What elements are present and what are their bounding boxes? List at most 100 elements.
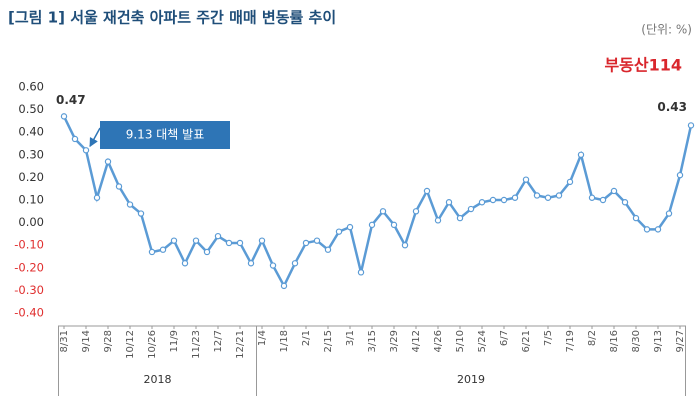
x-tick-label: 3/15: [367, 330, 378, 352]
x-tick-label: 10/26: [147, 330, 158, 359]
data-point: [225, 239, 233, 247]
data-point: [291, 260, 299, 267]
data-label: 0.43: [657, 100, 687, 114]
group-label: 2019: [457, 373, 485, 386]
data-point: [577, 151, 585, 158]
data-point: [434, 217, 442, 224]
annotation-box: [100, 121, 230, 149]
data-point: [126, 201, 134, 208]
data-point: [390, 221, 398, 229]
data-point: [401, 241, 409, 249]
x-tick-label: 2/15: [323, 330, 334, 352]
group-label: 2018: [144, 373, 172, 386]
data-point: [467, 205, 475, 213]
data-label: 0.47: [56, 93, 86, 107]
x-tick-label: 8/30: [631, 330, 642, 352]
x-tick-label: 11/9: [169, 330, 180, 352]
data-line: [62, 115, 693, 289]
unit-label: (단위: %): [641, 23, 692, 37]
x-tick-label: 7/5: [543, 330, 554, 346]
data-point: [687, 122, 695, 129]
x-tick-label: 12/7: [213, 330, 224, 352]
logo: 부동산114: [604, 56, 682, 75]
y-tick-label: -0.20: [14, 260, 44, 274]
data-point: [676, 171, 684, 179]
x-tick-label: 4/26: [433, 330, 444, 352]
x-tick-label: 5/10: [455, 330, 466, 352]
data-point: [181, 260, 189, 267]
data-point: [137, 210, 145, 217]
data-point: [533, 192, 541, 199]
data-point: [335, 228, 343, 235]
data-point: [346, 223, 354, 231]
y-tick-label: -0.40: [14, 306, 44, 320]
data-point: [610, 187, 618, 195]
data-point: [93, 194, 101, 201]
x-tick-label: 2/1: [301, 330, 312, 346]
data-point: [71, 135, 79, 143]
data-point: [236, 239, 244, 247]
data-point: [544, 194, 552, 201]
data-point: [203, 248, 211, 256]
data-point: [511, 194, 519, 201]
data-point: [654, 226, 662, 233]
data-point: [621, 199, 629, 206]
data-point: [368, 221, 376, 229]
data-point: [170, 237, 178, 244]
x-tick-label: 12/21: [235, 330, 246, 359]
y-tick-label: 0.50: [18, 102, 44, 116]
y-tick-label: 0.00: [18, 215, 44, 229]
x-tick-label: 5/24: [477, 330, 488, 352]
x-tick-label: 10/12: [125, 330, 136, 359]
data-point: [379, 208, 387, 215]
y-tick-label: -0.30: [14, 283, 44, 297]
data-point: [423, 187, 431, 195]
x-tick-label: 4/12: [411, 330, 422, 352]
data-point: [159, 246, 167, 253]
y-tick-label: -0.10: [14, 238, 44, 252]
x-tick-label: 9/27: [675, 330, 686, 352]
data-point: [357, 269, 365, 276]
data-point: [632, 214, 640, 222]
x-tick-label: 3/1: [345, 330, 356, 346]
chart-title: [그림 1] 서울 재건축 아파트 주간 매매 변동률 추이: [8, 9, 336, 27]
x-tick-label: 1/4: [257, 330, 268, 346]
data-point: [456, 214, 464, 222]
data-point: [60, 113, 68, 120]
annotation-arrow: [89, 127, 101, 148]
data-point: [489, 196, 497, 204]
data-point: [522, 176, 530, 183]
data-point: [412, 208, 420, 215]
data-point: [269, 262, 277, 269]
data-point: [192, 237, 200, 244]
data-point: [566, 178, 574, 186]
data-point: [104, 158, 112, 165]
data-point: [555, 192, 563, 199]
x-tick-label: 8/2: [587, 330, 598, 346]
data-point: [324, 246, 332, 253]
x-tick-label: 8/31: [59, 330, 70, 352]
data-point: [280, 282, 288, 290]
x-tick-label: 9/13: [653, 330, 664, 352]
data-point: [643, 226, 651, 233]
data-point: [148, 248, 156, 256]
x-tick-label: 6/7: [499, 330, 510, 346]
data-point: [599, 196, 607, 204]
y-tick-label: 0.10: [18, 193, 44, 207]
data-point: [665, 210, 673, 217]
x-tick-label: 3/29: [389, 330, 400, 352]
data-point: [445, 199, 453, 206]
data-point: [247, 260, 255, 267]
x-tick-label: 6/21: [521, 330, 532, 352]
x-tick-label: 11/23: [191, 330, 202, 359]
data-point: [214, 232, 222, 240]
data-point: [478, 199, 486, 206]
y-tick-label: 0.40: [18, 125, 44, 139]
x-tick-label: 8/16: [609, 330, 620, 352]
x-tick-label: 1/18: [279, 330, 290, 352]
data-point: [588, 194, 596, 201]
data-point: [313, 237, 321, 244]
data-point: [115, 183, 123, 190]
data-point: [302, 239, 310, 247]
